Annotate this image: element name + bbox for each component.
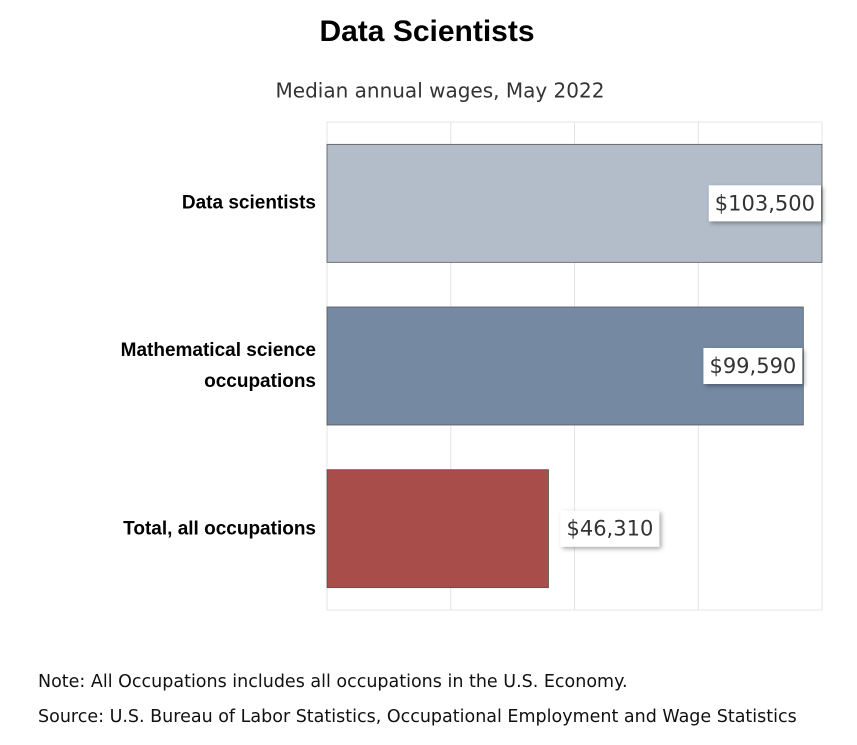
value-label: $99,590 [709, 354, 796, 378]
category-label: Mathematical science occupations [120, 340, 316, 392]
value-label: $46,310 [566, 517, 653, 541]
category-label: Data scientists [181, 192, 316, 214]
value-label: $103,500 [715, 191, 815, 215]
source: Source: U.S. Bureau of Labor Statistics,… [38, 707, 797, 727]
category-label: Total, all occupations [123, 518, 316, 540]
value-label-box [560, 510, 660, 547]
chart-title: Data Scientists [319, 15, 534, 48]
value-label-box [703, 348, 803, 384]
note: Note: All Occupations includes all occup… [38, 672, 628, 692]
value-label-box [708, 185, 821, 222]
bar [326, 469, 549, 589]
chart-subtitle: Median annual wages, May 2022 [276, 79, 605, 103]
